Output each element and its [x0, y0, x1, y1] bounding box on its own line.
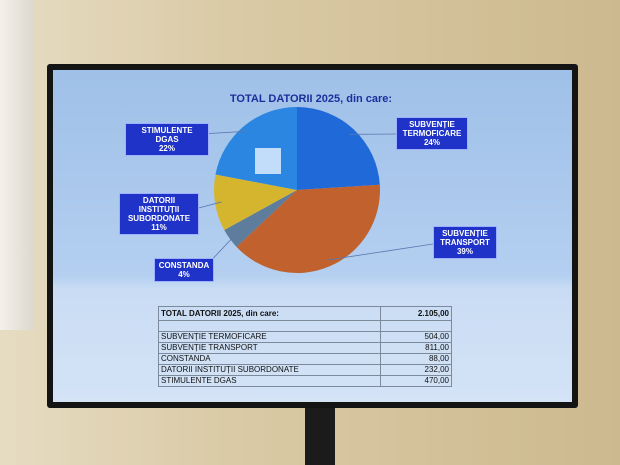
slice-name: CONSTANDA: [158, 261, 210, 270]
slice-name: STIMULENTE DGAS: [141, 126, 193, 144]
table-row: STIMULENTE DGAS 470,00: [158, 375, 452, 387]
pie-slice: [236, 184, 380, 273]
tv-stand: [305, 400, 335, 465]
cell-value: 88,00: [380, 353, 452, 365]
spacer-cell: [380, 320, 452, 332]
pie-slice: [214, 174, 297, 230]
slice-label: SUBVENȚIE TERMOFICARE 24%: [396, 117, 468, 150]
screen: TOTAL DATORII 2025, din care: TOTAL DATO…: [53, 70, 572, 402]
slice-label: CONSTANDA 4%: [154, 258, 214, 282]
data-table: TOTAL DATORII 2025, din care: 2.105,00 SUB…: [158, 306, 452, 387]
curtain: [0, 0, 34, 330]
slice-percent: 24%: [423, 138, 440, 147]
slice-percent: 39%: [456, 247, 473, 256]
slice-name: SUBVENȚIE TERMOFICARE: [402, 120, 462, 138]
spacer-cell: [158, 320, 381, 332]
slice-percent: 4%: [178, 270, 190, 279]
cell-label: CONSTANDA: [158, 353, 381, 365]
cell-value: 470,00: [380, 375, 452, 387]
slice-name: SUBVENȚIE TRANSPORT: [440, 229, 490, 247]
leader-line: [327, 243, 434, 261]
spacer-row: [158, 320, 452, 332]
screen-glare: [255, 148, 281, 174]
cell-label: TOTAL DATORII 2025, din care:: [158, 306, 381, 321]
slice-percent: 22%: [158, 144, 175, 153]
cell-label: SUBVENȚIE TRANSPORT: [158, 342, 381, 354]
cell-value: 2.105,00: [380, 306, 452, 321]
table-row: SUBVENȚIE TRANSPORT 811,00: [158, 342, 452, 354]
cell-label: SUBVENȚIE TERMOFICARE: [158, 331, 381, 343]
chart: TOTAL DATORII 2025, din care:: [190, 93, 434, 273]
chart-title: TOTAL DATORII 2025, din care:: [230, 93, 392, 105]
table-row: TOTAL DATORII 2025, din care: 2.105,00: [158, 306, 452, 321]
table-row: DATORII INSTITUȚII SUBORDONATE 232,00: [158, 364, 452, 376]
cell-label: DATORII INSTITUȚII SUBORDONATE: [158, 364, 381, 376]
cell-value: 811,00: [380, 342, 452, 354]
pie-slice: [224, 190, 297, 247]
slice-percent: 11%: [151, 223, 167, 232]
table-row: SUBVENȚIE TERMOFICARE 504,00: [158, 331, 452, 343]
slice-name: DATORII INSTITUȚII SUBORDONATE: [127, 196, 191, 223]
cell-value: 504,00: [380, 331, 452, 343]
slice-label: DATORII INSTITUȚII SUBORDONATE 11%: [119, 193, 199, 235]
slice-label: SUBVENȚIE TRANSPORT 39%: [433, 226, 497, 259]
cell-value: 232,00: [380, 364, 452, 376]
table-row: CONSTANDA 88,00: [158, 353, 452, 365]
cell-label: STIMULENTE DGAS: [158, 375, 381, 387]
slice-label: STIMULENTE DGAS 22%: [125, 123, 209, 156]
pie-slice: [297, 107, 380, 190]
